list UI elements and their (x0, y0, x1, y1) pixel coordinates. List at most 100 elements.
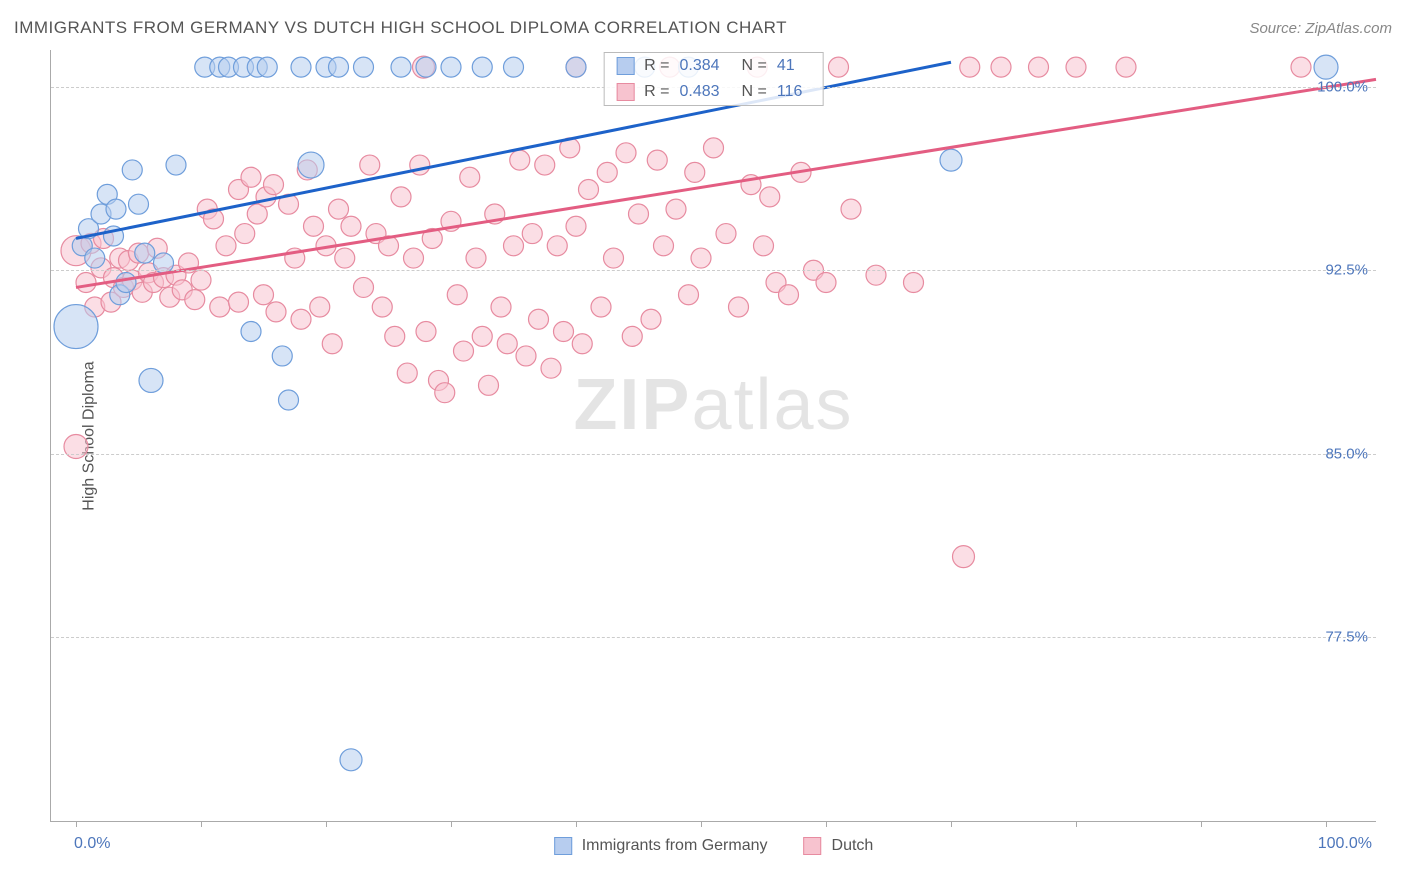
stat-r-value: 0.483 (680, 83, 732, 101)
dutch-legend-swatch-icon (804, 837, 822, 855)
dutch-point (216, 236, 236, 256)
dutch-point (529, 309, 549, 329)
dutch-point (210, 297, 230, 317)
dutch-point (829, 57, 849, 77)
x-tick (1201, 821, 1202, 827)
germany-point (241, 321, 261, 341)
stat-r-label: R = (644, 57, 669, 75)
dutch-point (535, 155, 555, 175)
dutch-point (754, 236, 774, 256)
stat-r-value: 0.384 (680, 57, 732, 75)
germany-point (472, 57, 492, 77)
dutch-point (1066, 57, 1086, 77)
dutch-point (629, 204, 649, 224)
dutch-point (264, 175, 284, 195)
dutch-point (841, 199, 861, 219)
dutch-point (435, 383, 455, 403)
dutch-point (76, 273, 96, 293)
dutch-point (479, 375, 499, 395)
dutch-point (554, 321, 574, 341)
dutch-point (654, 236, 674, 256)
x-tick (1326, 821, 1327, 827)
y-tick-label: 77.5% (1325, 629, 1368, 646)
germany-point (122, 160, 142, 180)
stat-r-label: R = (644, 83, 669, 101)
title-bar: IMMIGRANTS FROM GERMANY VS DUTCH HIGH SC… (14, 18, 1392, 38)
chart-svg (51, 50, 1376, 821)
germany-point (504, 57, 524, 77)
dutch-point (397, 363, 417, 383)
dutch-point (341, 216, 361, 236)
dutch-point (254, 285, 274, 305)
germany-point (566, 57, 586, 77)
dutch-point (622, 326, 642, 346)
germany-point (106, 199, 126, 219)
dutch-point (354, 277, 374, 297)
x-tick (76, 821, 77, 827)
dutch-point (779, 285, 799, 305)
dutch-point (591, 297, 611, 317)
dutch-point (572, 334, 592, 354)
dutch-point (460, 167, 480, 187)
dutch-point (64, 435, 88, 459)
dutch-point (329, 199, 349, 219)
dutch-point (191, 270, 211, 290)
gridline-h (51, 637, 1376, 638)
stat-row-dutch: R =0.483N =116 (604, 79, 823, 105)
dutch-point (516, 346, 536, 366)
x-tick (326, 821, 327, 827)
dutch-point (391, 187, 411, 207)
germany-point (166, 155, 186, 175)
dutch-point (604, 248, 624, 268)
stat-n-value: 41 (777, 57, 811, 75)
x-tick (701, 821, 702, 827)
germany-point (272, 346, 292, 366)
dutch-point (360, 155, 380, 175)
germany-point (940, 149, 962, 171)
plot-area: High School Diploma ZIPatlas R =0.384N =… (50, 50, 1376, 822)
dutch-point (816, 273, 836, 293)
dutch-swatch-icon (616, 83, 634, 101)
dutch-point (454, 341, 474, 361)
dutch-point (616, 143, 636, 163)
bottom-legend: Immigrants from GermanyDutch (554, 837, 874, 855)
dutch-point (291, 309, 311, 329)
germany-point (139, 368, 163, 392)
germany-point (135, 243, 155, 263)
germany-point (116, 273, 136, 293)
dutch-point (1116, 57, 1136, 77)
gridline-h (51, 270, 1376, 271)
dutch-point (960, 57, 980, 77)
germany-point (257, 57, 277, 77)
chart-title: IMMIGRANTS FROM GERMANY VS DUTCH HIGH SC… (14, 18, 787, 38)
germany-point (354, 57, 374, 77)
dutch-point (716, 224, 736, 244)
germany-legend-swatch-icon (554, 837, 572, 855)
dutch-point (704, 138, 724, 158)
germany-point (85, 248, 105, 268)
y-tick-label: 92.5% (1325, 262, 1368, 279)
germany-point (1314, 55, 1338, 79)
x-tick (201, 821, 202, 827)
source-label: Source: ZipAtlas.com (1249, 20, 1392, 37)
y-tick-label: 85.0% (1325, 445, 1368, 462)
x-label-right: 100.0% (1318, 835, 1372, 853)
dutch-point (235, 224, 255, 244)
x-tick (451, 821, 452, 827)
dutch-point (904, 273, 924, 293)
dutch-point (404, 248, 424, 268)
germany-point (340, 749, 362, 771)
dutch-point (866, 265, 886, 285)
dutch-point (322, 334, 342, 354)
dutch-point (241, 167, 261, 187)
germany-point (279, 390, 299, 410)
y-tick-label: 100.0% (1317, 78, 1368, 95)
germany-swatch-icon (616, 57, 634, 75)
dutch-point (504, 236, 524, 256)
dutch-point (466, 248, 486, 268)
dutch-point (547, 236, 567, 256)
dutch-point (510, 150, 530, 170)
germany-point (298, 152, 324, 178)
stat-box: R =0.384N =41R =0.483N =116 (603, 52, 824, 106)
dutch-point (185, 290, 205, 310)
